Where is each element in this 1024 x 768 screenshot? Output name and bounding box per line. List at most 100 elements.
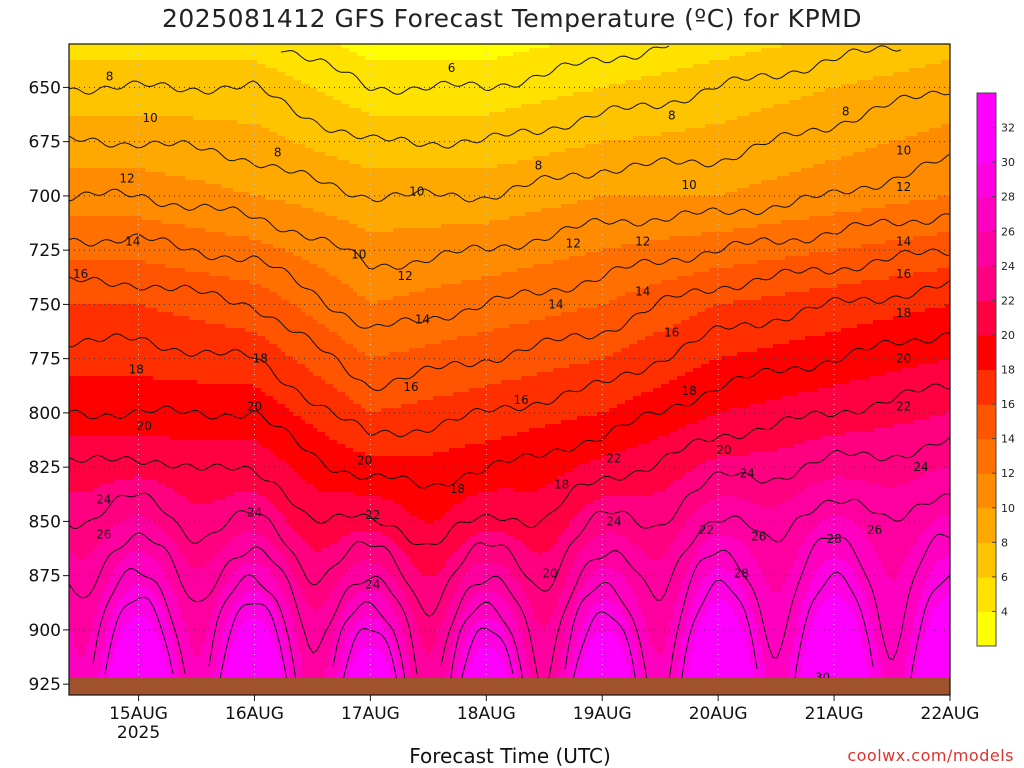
heat-cell <box>145 512 150 517</box>
heat-cell <box>93 108 98 113</box>
heat-cell <box>89 428 94 433</box>
heat-cell <box>149 124 154 129</box>
heat-cell <box>177 612 182 617</box>
heat-cell <box>89 180 94 185</box>
heat-cell <box>157 124 162 129</box>
heat-cell <box>77 436 82 441</box>
heat-cell <box>69 536 74 541</box>
heat-cell <box>185 468 190 473</box>
heat-cell <box>157 336 162 341</box>
heat-cell <box>173 72 178 77</box>
heat-cell <box>77 208 82 213</box>
heat-cell <box>181 220 186 225</box>
heat-cell <box>173 116 178 121</box>
heat-cell <box>137 620 142 625</box>
heat-cell <box>117 308 122 313</box>
heat-cell <box>77 312 82 317</box>
heat-cell <box>133 432 138 437</box>
heat-cell <box>81 660 86 665</box>
heat-cell <box>145 556 150 561</box>
heat-cell <box>81 648 86 653</box>
heat-cell <box>109 316 114 321</box>
heat-cell <box>129 552 134 557</box>
heat-cell <box>93 92 98 97</box>
heat-cell <box>97 288 102 293</box>
heat-cell <box>173 404 178 409</box>
heat-cell <box>173 128 178 133</box>
heat-cell <box>185 420 190 425</box>
heat-cell <box>165 436 170 441</box>
heat-cell <box>157 460 162 465</box>
heat-cell <box>165 104 170 109</box>
heat-cell <box>149 380 154 385</box>
heat-cell <box>117 56 122 61</box>
heat-cell <box>137 260 142 265</box>
heat-cell <box>69 452 74 457</box>
heat-cell <box>165 300 170 305</box>
heat-cell <box>129 272 134 277</box>
heat-cell <box>105 372 110 377</box>
heat-cell <box>93 256 98 261</box>
heat-cell <box>97 136 102 141</box>
heat-cell <box>97 564 102 569</box>
heat-cell <box>77 664 82 669</box>
heat-cell <box>177 272 182 277</box>
heat-cell <box>177 408 182 413</box>
heat-cell <box>109 660 114 665</box>
heat-cell <box>93 664 98 669</box>
heat-cell <box>145 100 150 105</box>
heat-cell <box>153 92 158 97</box>
heat-cell <box>189 104 194 109</box>
heat-cell <box>141 76 146 81</box>
heat-cell <box>185 100 190 105</box>
heat-cell <box>97 120 102 125</box>
heat-cell <box>141 656 146 661</box>
heat-cell <box>89 228 94 233</box>
heat-cell <box>125 620 130 625</box>
heat-cell <box>141 248 146 253</box>
heat-cell <box>153 124 158 129</box>
heat-cell <box>165 152 170 157</box>
heat-cell <box>73 464 78 469</box>
heat-cell <box>117 192 122 197</box>
heat-cell <box>125 548 130 553</box>
heat-cell <box>173 240 178 245</box>
heat-cell <box>173 604 178 609</box>
heat-cell <box>85 660 90 665</box>
heat-cell <box>81 88 86 93</box>
heat-cell <box>157 228 162 233</box>
heat-cell <box>145 304 150 309</box>
heat-cell <box>149 580 154 585</box>
heat-cell <box>77 596 82 601</box>
heat-cell <box>69 188 74 193</box>
heat-cell <box>85 492 90 497</box>
heat-cell <box>73 640 78 645</box>
heat-cell <box>153 248 158 253</box>
heat-cell <box>181 508 186 513</box>
heat-cell <box>181 256 186 261</box>
heat-cell <box>137 188 142 193</box>
heat-cell <box>157 524 162 529</box>
heat-cell <box>157 352 162 357</box>
heat-cell <box>157 364 162 369</box>
heat-cell <box>133 96 138 101</box>
heat-cell <box>105 616 110 621</box>
heat-cell <box>149 544 154 549</box>
heat-cell <box>185 244 190 249</box>
heat-cell <box>105 592 110 597</box>
heat-cell <box>141 428 146 433</box>
heat-cell <box>185 60 190 65</box>
heat-cell <box>181 636 186 641</box>
heat-cell <box>129 516 134 521</box>
heat-cell <box>97 272 102 277</box>
heat-cell <box>177 304 182 309</box>
heat-cell <box>157 232 162 237</box>
heat-cell <box>121 340 126 345</box>
heat-cell <box>121 536 126 541</box>
heat-cell <box>113 492 118 497</box>
heat-cell <box>181 120 186 125</box>
heat-cell <box>185 72 190 77</box>
heat-cell <box>173 260 178 265</box>
heat-cell <box>189 252 194 257</box>
heat-cell <box>117 436 122 441</box>
